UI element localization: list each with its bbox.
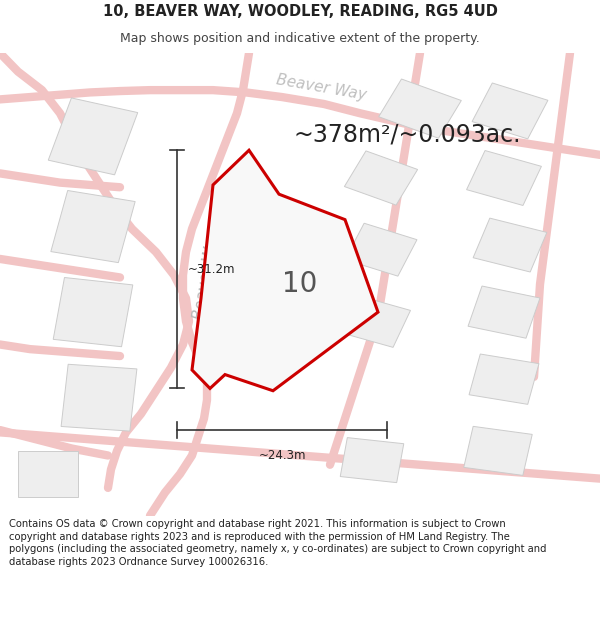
Text: Beaver Way: Beaver Way — [275, 72, 367, 103]
Polygon shape — [53, 278, 133, 347]
Text: Contains OS data © Crown copyright and database right 2021. This information is : Contains OS data © Crown copyright and d… — [9, 519, 547, 567]
Polygon shape — [340, 438, 404, 483]
Polygon shape — [473, 218, 547, 272]
Polygon shape — [61, 364, 137, 431]
Text: Map shows position and indicative extent of the property.: Map shows position and indicative extent… — [120, 32, 480, 45]
Polygon shape — [48, 98, 138, 175]
Polygon shape — [340, 296, 410, 348]
Text: Beaver Way: Beaver Way — [191, 229, 223, 321]
Polygon shape — [468, 286, 540, 338]
Text: ~378m²/~0.093ac.: ~378m²/~0.093ac. — [294, 122, 521, 146]
Text: ~24.3m: ~24.3m — [258, 449, 306, 462]
Text: 10: 10 — [283, 271, 317, 298]
Polygon shape — [344, 151, 418, 205]
Text: 10, BEAVER WAY, WOODLEY, READING, RG5 4UD: 10, BEAVER WAY, WOODLEY, READING, RG5 4U… — [103, 4, 497, 19]
Text: ~31.2m: ~31.2m — [188, 263, 235, 276]
Polygon shape — [467, 151, 541, 206]
Polygon shape — [464, 426, 532, 476]
Polygon shape — [51, 191, 135, 262]
Polygon shape — [345, 223, 417, 276]
Polygon shape — [192, 150, 378, 391]
Polygon shape — [379, 79, 461, 138]
Polygon shape — [469, 354, 539, 404]
Polygon shape — [472, 83, 548, 139]
Polygon shape — [18, 451, 78, 497]
